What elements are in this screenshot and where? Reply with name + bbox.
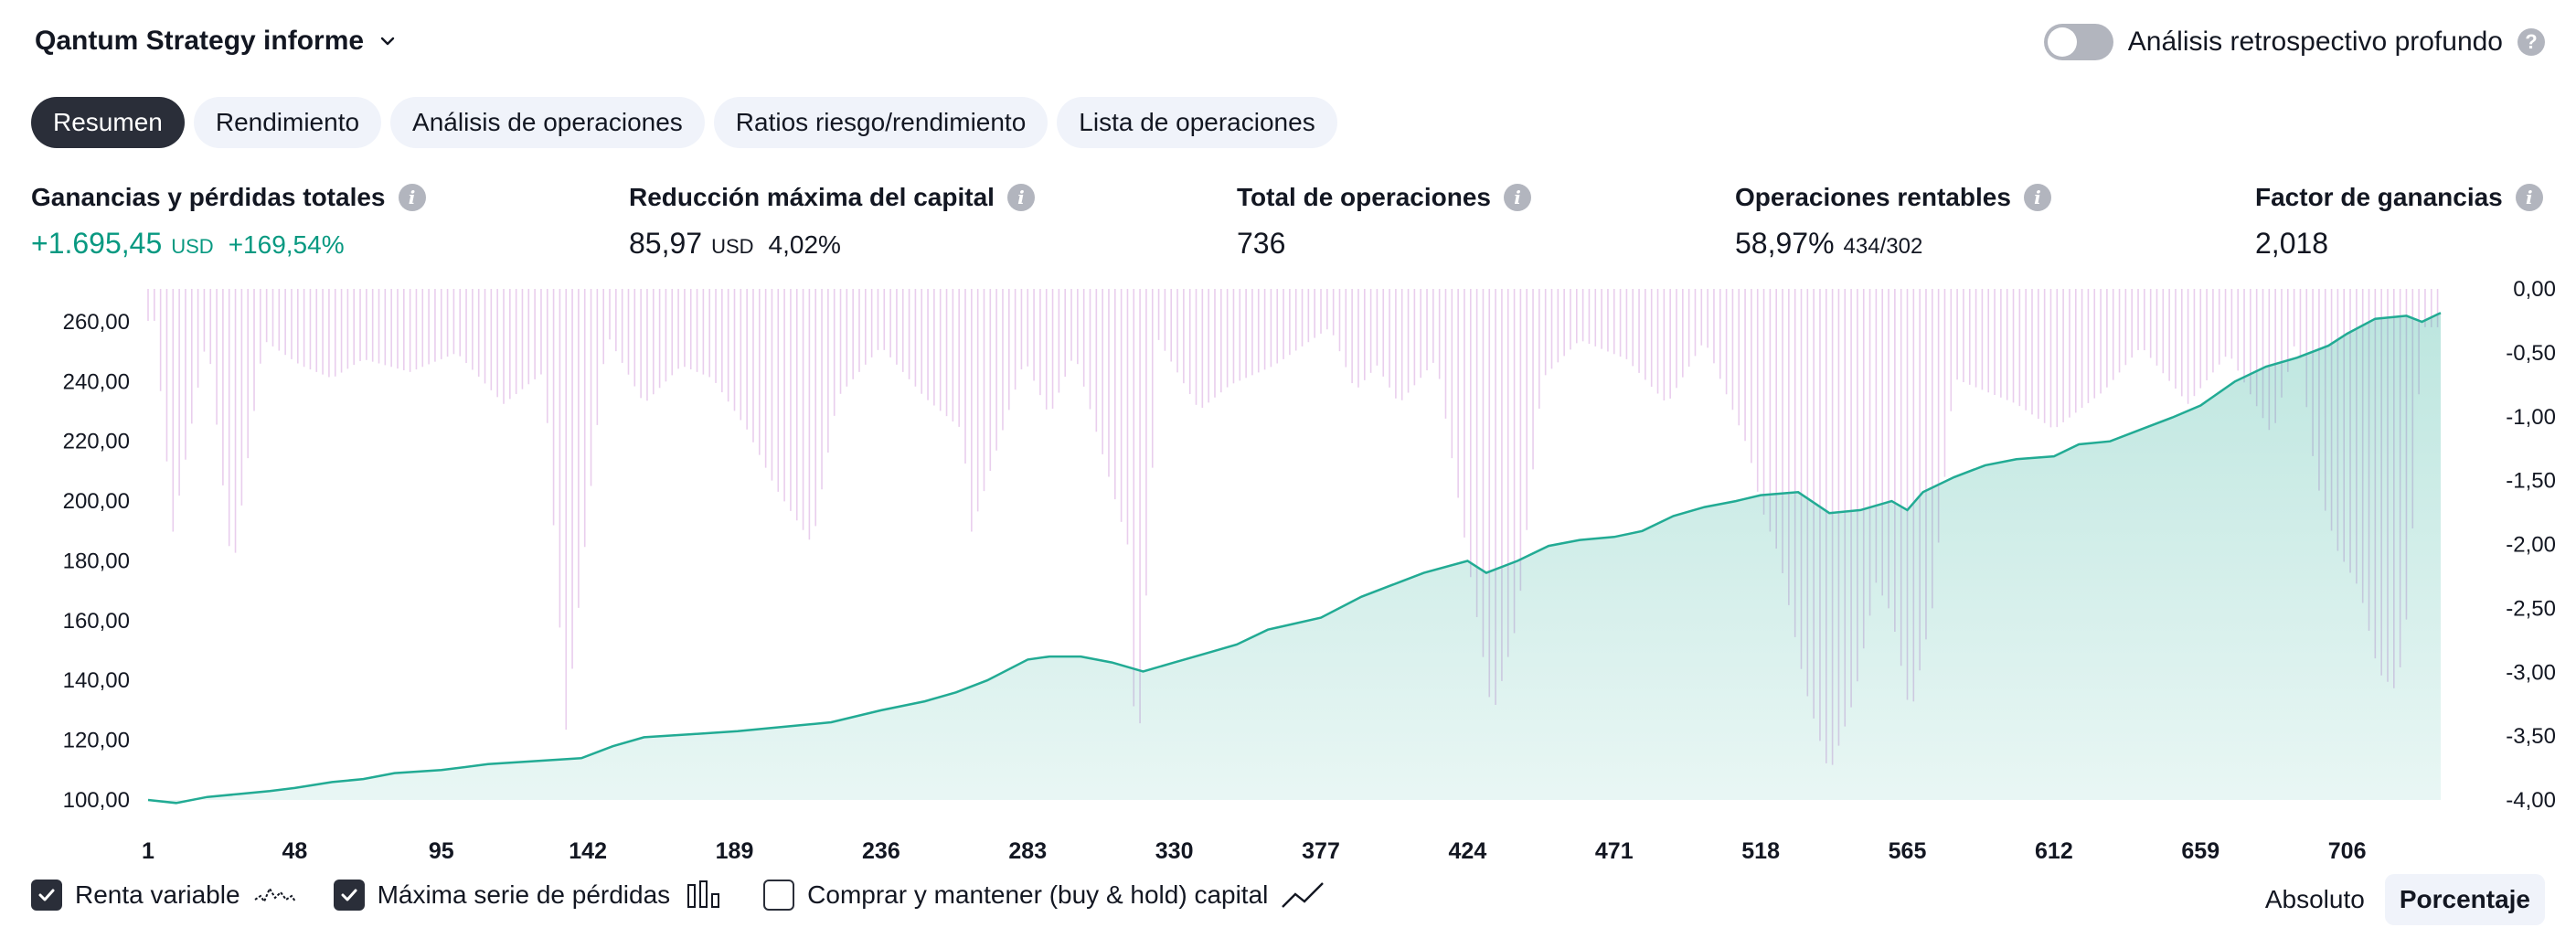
tab-summary[interactable]: Resumen <box>31 97 185 148</box>
metric-drawdown-label: Reducción máxima del capital <box>629 183 995 211</box>
left-axis-tick: 220,00 <box>63 430 130 454</box>
tab-trade-list[interactable]: Lista de operaciones <box>1057 97 1337 148</box>
x-axis-tick: 236 <box>862 838 900 864</box>
x-axis-tick: 1 <box>142 838 154 864</box>
right-axis-tick: -4,00 <box>2506 788 2556 813</box>
metric-profit-factor-value: 2,018 <box>2255 227 2329 260</box>
tab-performance[interactable]: Rendimiento <box>193 97 382 148</box>
x-axis-tick: 471 <box>1595 838 1634 864</box>
metric-profitable-label: Operaciones rentables <box>1735 183 2011 211</box>
checkbox-checked-icon[interactable] <box>333 880 365 911</box>
x-axis-tick: 283 <box>1008 838 1047 864</box>
right-axis-tick: -2,00 <box>2506 533 2556 558</box>
left-axis: 260,00 240,00 220,00 200,00 180,00 160,00 140,… <box>63 310 130 813</box>
metric-pnl-value: +1.695,45 <box>31 227 163 260</box>
tab-trade-analysis[interactable]: Análisis de operaciones <box>390 97 705 148</box>
bars-icon <box>687 880 720 908</box>
checkbox-checked-icon[interactable] <box>31 880 62 911</box>
left-axis-tick: 200,00 <box>63 489 130 514</box>
metric-pnl-percent: +169,54% <box>228 230 345 259</box>
info-icon[interactable]: i <box>2515 184 2543 211</box>
x-axis-tick: 612 <box>2035 838 2073 864</box>
equity-line-icon <box>254 886 296 904</box>
metric-drawdown-percent: 4,02% <box>768 230 841 259</box>
retro-analysis-toggle[interactable] <box>2043 24 2113 60</box>
x-axis-tick: 189 <box>716 838 754 864</box>
x-axis-tick: 518 <box>1741 838 1780 864</box>
report-title-text: Qantum Strategy informe <box>35 26 365 56</box>
legend-buy-hold[interactable]: Comprar y mantener (buy & hold) capital <box>763 880 1325 911</box>
info-icon[interactable]: i <box>2023 184 2051 211</box>
right-axis-tick: -1,50 <box>2506 469 2556 494</box>
metric-pnl-unit: USD <box>171 235 214 258</box>
metric-profitable-value: 58,97% <box>1735 227 1835 260</box>
x-axis-tick: 330 <box>1155 838 1194 864</box>
metric-profit-factor-label: Factor de ganancias <box>2255 183 2503 211</box>
view-absolute[interactable]: Absoluto <box>2264 885 2365 913</box>
retro-analysis: Análisis retrospectivo profundo ? <box>2043 24 2545 60</box>
left-axis-tick: 160,00 <box>63 609 130 634</box>
legend-buy-hold-label: Comprar y mantener (buy & hold) capital <box>807 880 1269 909</box>
metric-drawdown-value: 85,97 <box>629 227 703 260</box>
legend-drawdown[interactable]: Máxima serie de pérdidas <box>333 880 728 911</box>
metric-drawdown: Reducción máxima del capital i 85,97 USD… <box>629 183 1035 261</box>
x-axis-tick: 377 <box>1302 838 1340 864</box>
equity-area <box>148 313 2441 804</box>
metric-trades-label: Total de operaciones <box>1237 183 1491 211</box>
legend-equity-label: Renta variable <box>75 880 240 909</box>
view-switch: Absoluto Porcentaje <box>2251 874 2545 925</box>
left-axis-tick: 180,00 <box>63 549 130 573</box>
x-axis-tick: 48 <box>282 838 307 864</box>
legend-drawdown-label: Máxima serie de pérdidas <box>377 880 671 909</box>
retro-analysis-label: Análisis retrospectivo profundo <box>2127 27 2503 57</box>
x-axis-tick: 706 <box>2328 838 2367 864</box>
equity-line <box>147 312 2442 805</box>
metric-profitable: Operaciones rentables i 58,97% 434/302 <box>1735 183 2051 261</box>
right-axis-tick: -3,50 <box>2506 724 2556 749</box>
question-icon[interactable]: ? <box>2517 28 2545 56</box>
right-axis-tick: -3,00 <box>2506 660 2556 685</box>
info-icon[interactable]: i <box>1504 184 1531 211</box>
metric-profitable-ratio: 434/302 <box>1843 234 1923 259</box>
chevron-down-icon <box>380 37 395 46</box>
chart-legend: Renta variable Máxima serie de pérdidas … <box>31 880 1361 911</box>
left-axis-tick: 140,00 <box>63 668 130 693</box>
info-icon[interactable]: i <box>1006 184 1035 211</box>
trend-line-icon <box>1282 882 1325 908</box>
metric-pnl: Ganancias y pérdidas totales i +1.695,45… <box>31 183 426 261</box>
checkbox-unchecked-icon[interactable] <box>763 880 795 911</box>
x-axis-tick: 142 <box>569 838 607 864</box>
metric-profit-factor: Factor de ganancias i 2,018 <box>2255 183 2543 261</box>
x-axis-tick: 424 <box>1449 838 1487 864</box>
report-tabs: Resumen Rendimiento Análisis de operacio… <box>31 97 1337 148</box>
left-axis-tick: 100,00 <box>63 788 130 813</box>
info-icon[interactable]: i <box>398 184 426 211</box>
metric-trades: Total de operaciones i 736 <box>1237 183 1531 261</box>
tab-risk-ratios[interactable]: Ratios riesgo/rendimiento <box>713 97 1048 148</box>
view-percent[interactable]: Porcentaje <box>2384 874 2545 925</box>
x-axis-tick: 95 <box>429 838 454 864</box>
right-axis: 0,00 -0,50 -1,00 -1,50 -2,00 -2,50 -3,00 -3,50 -… <box>2506 277 2556 813</box>
metric-drawdown-unit: USD <box>711 235 754 258</box>
left-axis-tick: 260,00 <box>63 310 130 335</box>
legend-equity[interactable]: Renta variable <box>31 880 297 911</box>
metric-pnl-label: Ganancias y pérdidas totales <box>31 183 386 211</box>
right-axis-tick: -1,00 <box>2506 405 2556 430</box>
right-axis-tick: 0,00 <box>2513 277 2556 302</box>
metric-trades-value: 736 <box>1237 227 1286 260</box>
right-axis-tick: -0,50 <box>2506 341 2556 366</box>
x-axis-tick: 565 <box>1889 838 1927 864</box>
report-title[interactable]: Qantum Strategy informe <box>35 26 399 57</box>
x-axis: 1 48 95 142 189 236 283 330 377 424 471 518 565 612 65… <box>142 838 2366 864</box>
x-axis-tick: 659 <box>2181 838 2219 864</box>
left-axis-tick: 120,00 <box>63 729 130 753</box>
equity-chart[interactable]: 260,00 240,00 220,00 200,00 180,00 160,00 140,… <box>0 274 2576 869</box>
right-axis-tick: -2,50 <box>2506 596 2556 621</box>
left-axis-tick: 240,00 <box>63 369 130 394</box>
